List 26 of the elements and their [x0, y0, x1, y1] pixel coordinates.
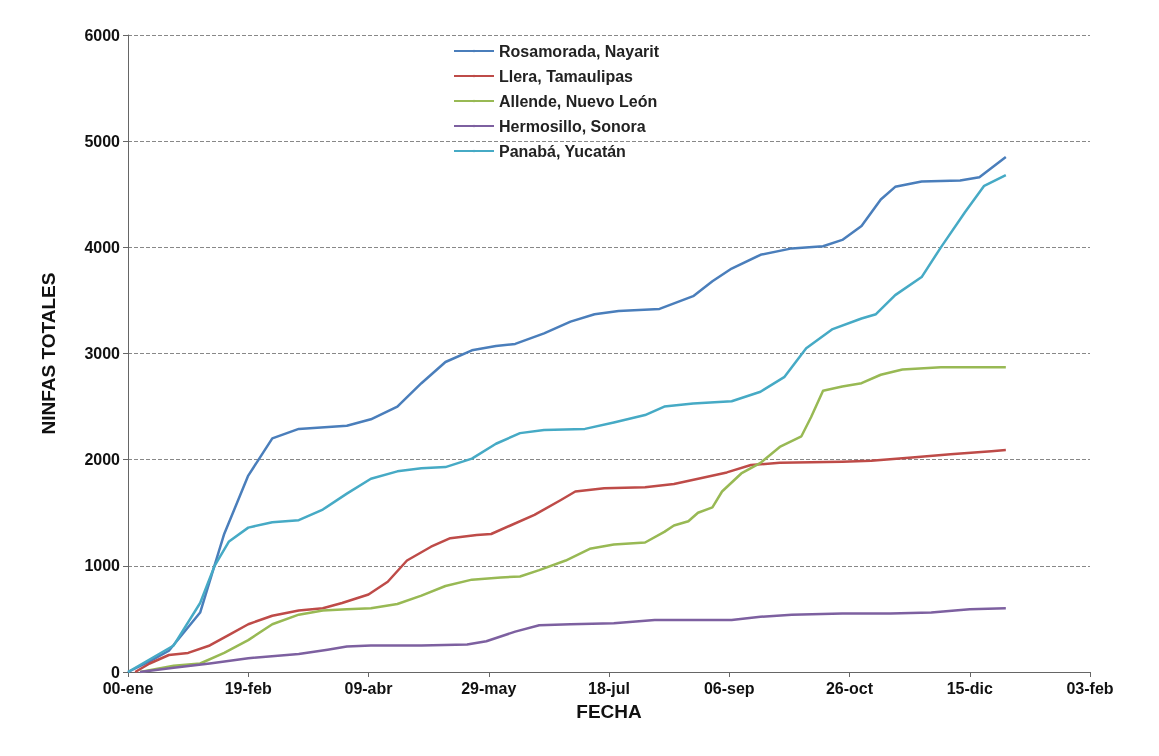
- x-axis-title: FECHA: [576, 701, 642, 722]
- legend-label: Rosamorada, Nayarit: [499, 42, 660, 60]
- legend-label: Allende, Nuevo León: [499, 92, 658, 110]
- line-series: [138, 607, 1008, 674]
- y-axis-title: NINFAS TOTALES: [38, 272, 59, 435]
- x-tick-label: 00-ene: [102, 679, 154, 697]
- y-tick-label: 3000: [84, 345, 121, 362]
- x-tick-label: 26-oct: [825, 679, 874, 697]
- legend-label: Panabá, Yucatán: [499, 142, 626, 160]
- x-tick-label: 15-dic: [946, 679, 993, 697]
- x-tick-label: 06-sep: [703, 679, 755, 697]
- y-tick-label: 2000: [84, 451, 121, 469]
- legend-label: Llera, Tamaulipas: [499, 67, 634, 85]
- x-tick-label: 03-feb: [1066, 679, 1114, 697]
- x-tick-label: 18-jul: [588, 679, 630, 697]
- y-tick-label: 4000: [84, 238, 121, 256]
- y-tick-label: 6000: [84, 26, 121, 44]
- y-tick-label: 1000: [84, 557, 121, 575]
- y-tick-label: 0: [111, 663, 121, 681]
- line-series: [133, 448, 1008, 674]
- x-tick-label: 09-abr: [344, 679, 393, 697]
- x-tick-label: 19-feb: [224, 679, 273, 697]
- line-series: [138, 366, 1008, 674]
- y-tick-label: 5000: [84, 132, 121, 150]
- legend-label: Hermosillo, Sonora: [499, 117, 646, 135]
- x-tick-label: 29-may: [461, 679, 517, 697]
